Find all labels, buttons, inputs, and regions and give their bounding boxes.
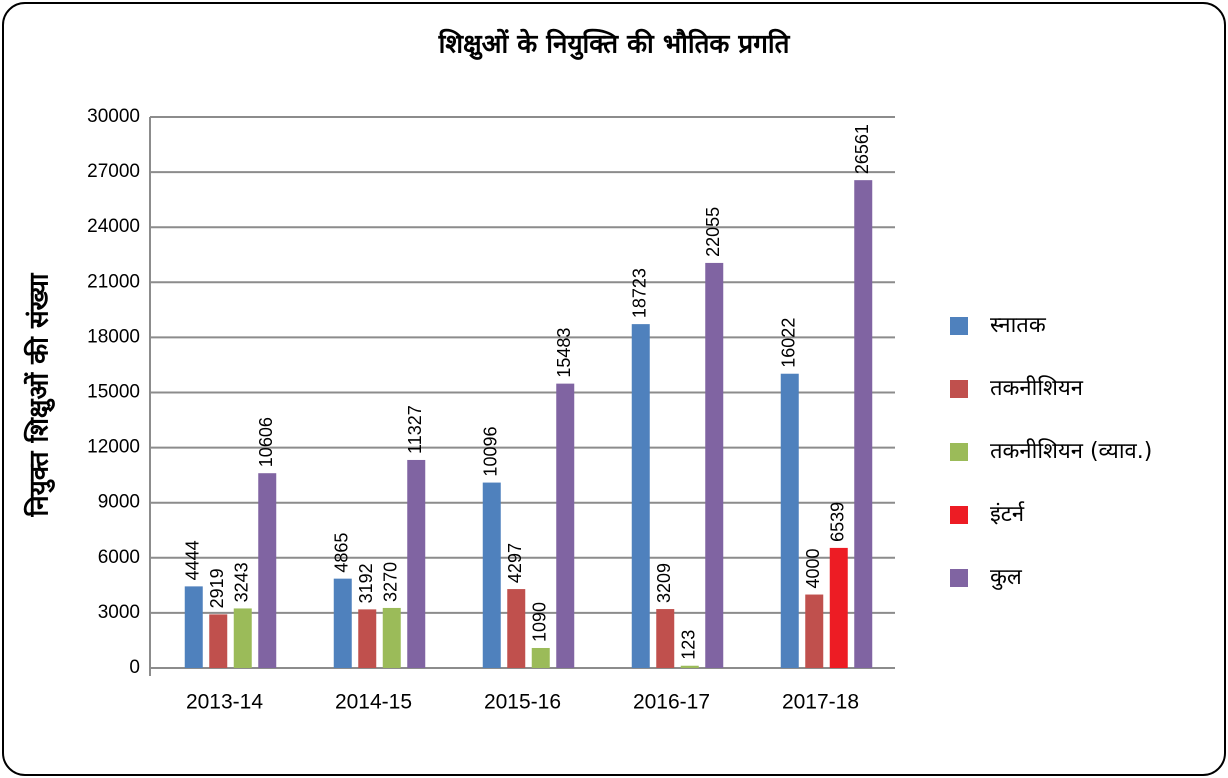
legend-swatch xyxy=(950,443,968,461)
legend-label: स्नातक xyxy=(990,313,1047,338)
bar xyxy=(829,547,848,668)
bar xyxy=(209,614,228,668)
value-label: 4444 xyxy=(183,540,203,580)
bar xyxy=(382,607,401,668)
value-label: 4297 xyxy=(505,543,525,583)
bar xyxy=(656,609,675,668)
bar xyxy=(805,594,824,668)
legend-label: कुल xyxy=(990,565,1023,590)
y-tick-label: 30000 xyxy=(87,106,140,127)
value-label: 3209 xyxy=(654,563,674,603)
value-label: 3270 xyxy=(381,562,401,602)
x-tick-label: 2014-15 xyxy=(335,691,412,714)
x-tick-label: 2013-14 xyxy=(186,691,263,714)
value-label: 10606 xyxy=(256,417,276,467)
y-tick-label: 21000 xyxy=(87,271,140,292)
y-tick-label: 18000 xyxy=(87,326,140,347)
value-label: 1090 xyxy=(530,602,550,642)
value-label: 3192 xyxy=(356,563,376,603)
bar xyxy=(407,459,426,668)
bar xyxy=(233,608,252,668)
value-label: 16022 xyxy=(779,318,799,368)
legend-swatch xyxy=(950,317,968,335)
bar xyxy=(333,578,352,668)
y-tick-label: 3000 xyxy=(98,602,140,623)
y-tick-label: 24000 xyxy=(87,216,140,237)
bar xyxy=(258,473,277,668)
bar xyxy=(556,383,575,668)
value-label: 3243 xyxy=(232,562,252,602)
value-label: 10096 xyxy=(481,427,501,477)
y-tick-label: 6000 xyxy=(98,547,140,568)
value-label: 18723 xyxy=(630,268,650,318)
value-label: 22055 xyxy=(703,207,723,257)
value-label: 26561 xyxy=(852,124,872,174)
bar xyxy=(705,262,724,668)
value-label: 4000 xyxy=(803,548,823,588)
bar xyxy=(184,586,203,668)
bar xyxy=(482,482,501,668)
y-tick-label: 15000 xyxy=(87,382,140,403)
legend-label: तकनीशियन xyxy=(990,375,1084,401)
x-tick-label: 2017-18 xyxy=(782,691,859,714)
value-label: 11327 xyxy=(405,405,425,454)
value-label: 2919 xyxy=(207,568,227,608)
value-label: 6539 xyxy=(828,502,848,542)
x-tick-label: 2016-17 xyxy=(633,691,710,714)
value-label: 15483 xyxy=(554,328,574,378)
legend-swatch xyxy=(950,569,968,587)
value-label: 4865 xyxy=(332,533,352,573)
y-tick-label: 0 xyxy=(129,657,140,678)
legend-label: तकनीशियन (व्याव.) xyxy=(990,438,1152,464)
chart-title: शिक्षुओं के नियुक्ति की भौतिक प्रगति xyxy=(438,29,791,61)
x-tick-label: 2015-16 xyxy=(484,691,561,714)
bar xyxy=(854,180,873,668)
bar xyxy=(631,324,650,668)
bar xyxy=(507,589,526,668)
bar xyxy=(680,665,699,668)
bar xyxy=(358,609,377,668)
legend-label: इंटर्न xyxy=(990,501,1025,527)
bar xyxy=(531,647,550,668)
legend-swatch xyxy=(950,380,968,398)
y-tick-label: 12000 xyxy=(87,437,140,458)
legend-swatch xyxy=(950,506,968,524)
y-tick-label: 9000 xyxy=(98,492,140,513)
y-axis-title: नियुक्त शिक्षुओं की संख्या xyxy=(24,272,56,517)
y-tick-label: 27000 xyxy=(87,161,140,182)
value-label: 123 xyxy=(679,630,699,660)
bar xyxy=(780,373,799,668)
